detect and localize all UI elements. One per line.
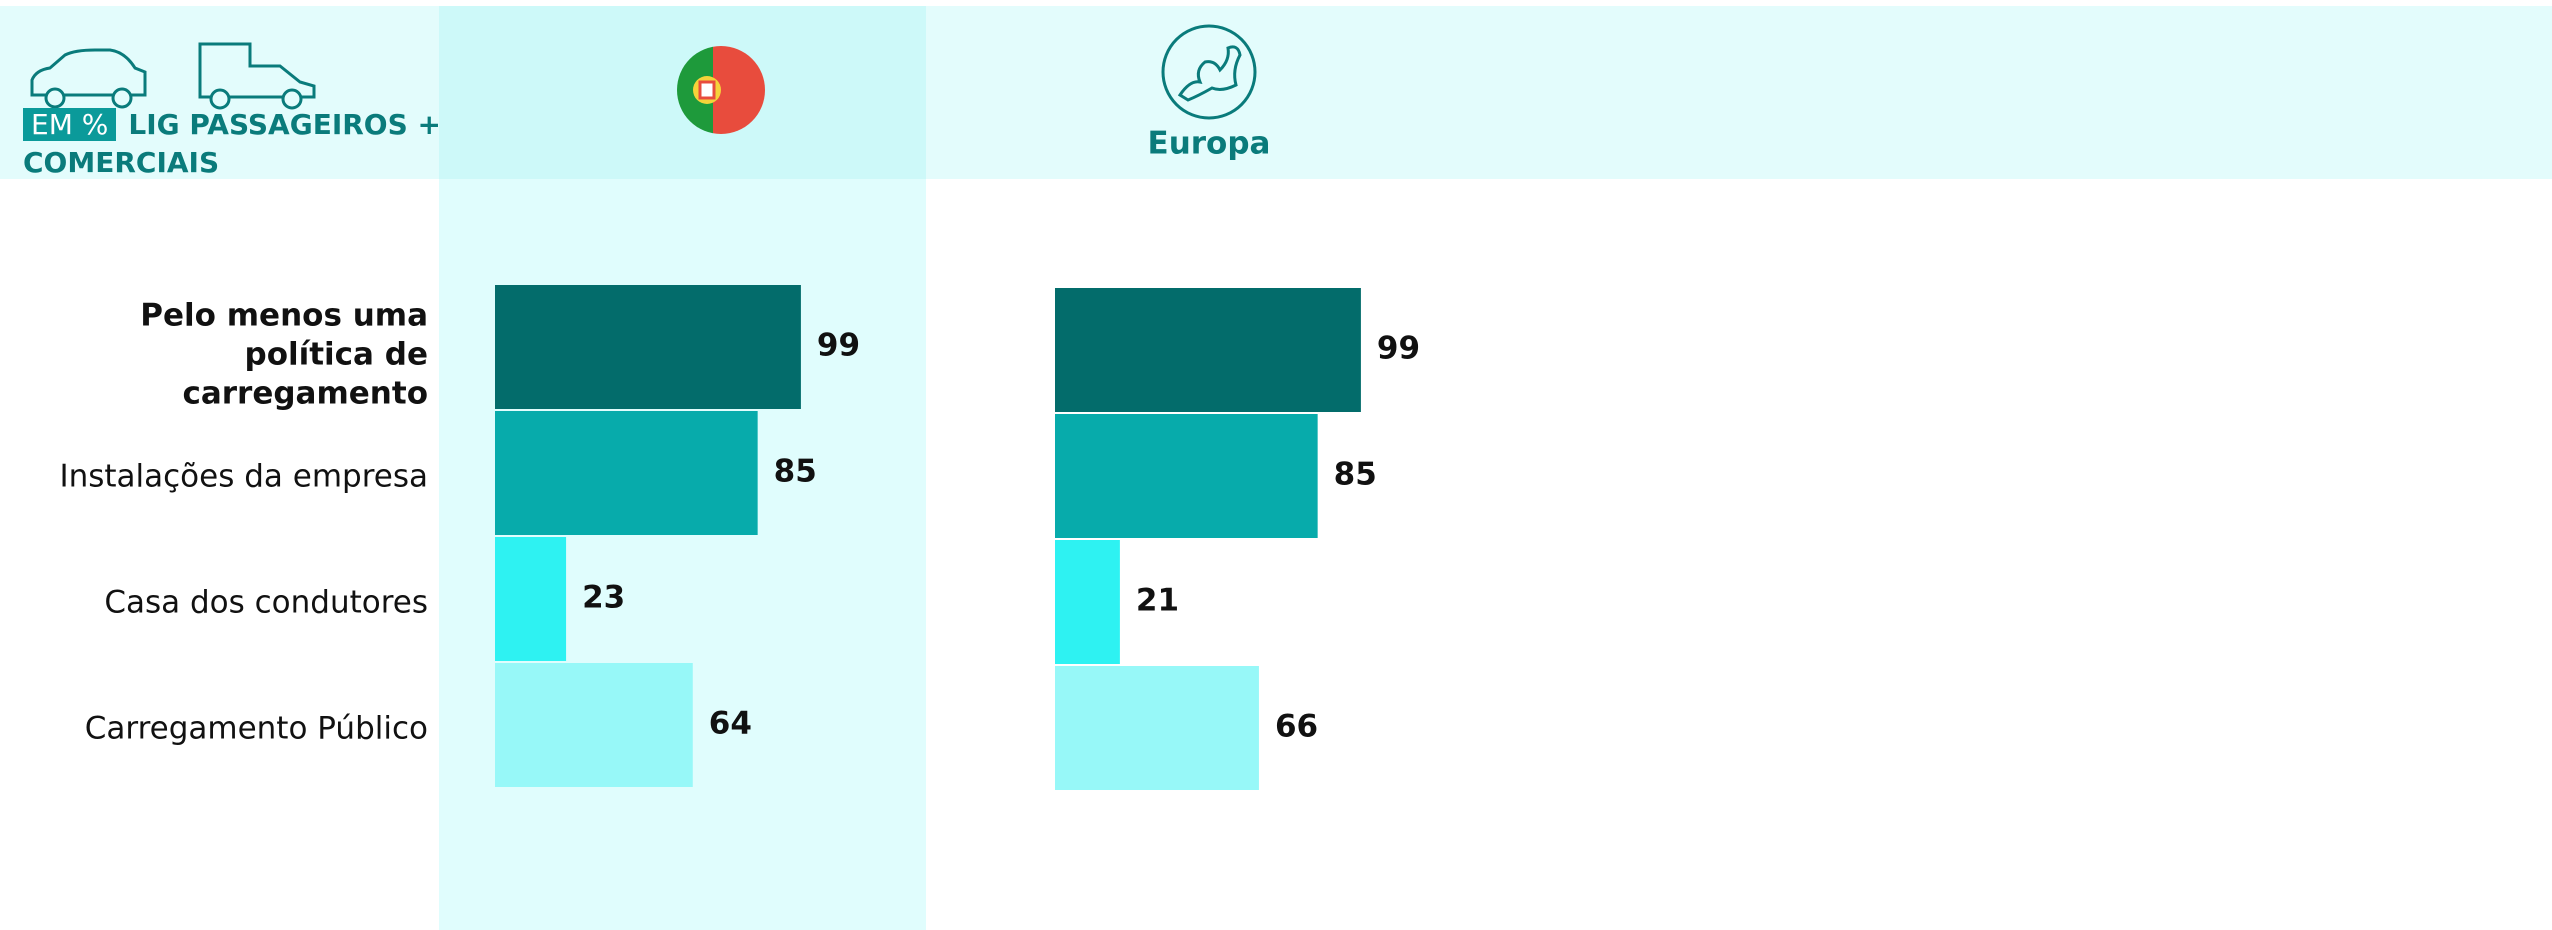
value-label: 99 bbox=[817, 328, 860, 364]
category-label: Instalações da empresa bbox=[59, 458, 428, 495]
bar bbox=[1055, 666, 1259, 790]
bar bbox=[1055, 288, 1361, 412]
value-label: 64 bbox=[709, 706, 752, 742]
value-label: 85 bbox=[774, 454, 817, 490]
panel-name: Europa bbox=[1148, 126, 1271, 162]
category-label: Carregamento Público bbox=[84, 710, 428, 747]
value-label: 21 bbox=[1136, 583, 1179, 619]
subtitle-block: EM % LIG PASSAGEIROS + COMERCIAIS bbox=[23, 106, 443, 182]
category-label: Casa dos condutores bbox=[104, 584, 428, 621]
car-icon bbox=[30, 48, 147, 109]
value-label: 85 bbox=[1334, 457, 1377, 493]
category-label: Pelo menos uma política de carregamento bbox=[140, 297, 428, 412]
bar bbox=[1055, 540, 1120, 664]
europe-icon bbox=[1161, 24, 1257, 120]
subtitle: LIG PASSAGEIROS + COMERCIAIS bbox=[23, 108, 441, 179]
value-label: 99 bbox=[1377, 331, 1420, 367]
unit-badge: EM % bbox=[23, 108, 117, 141]
bar bbox=[495, 285, 801, 409]
bar bbox=[495, 411, 758, 535]
value-label: 66 bbox=[1275, 709, 1318, 745]
value-label: 23 bbox=[582, 580, 625, 616]
bar bbox=[495, 537, 567, 661]
bar bbox=[495, 663, 693, 787]
bar bbox=[1055, 414, 1318, 538]
van-icon bbox=[198, 42, 316, 110]
portugal-flag bbox=[677, 46, 765, 134]
header-band bbox=[0, 6, 2552, 179]
